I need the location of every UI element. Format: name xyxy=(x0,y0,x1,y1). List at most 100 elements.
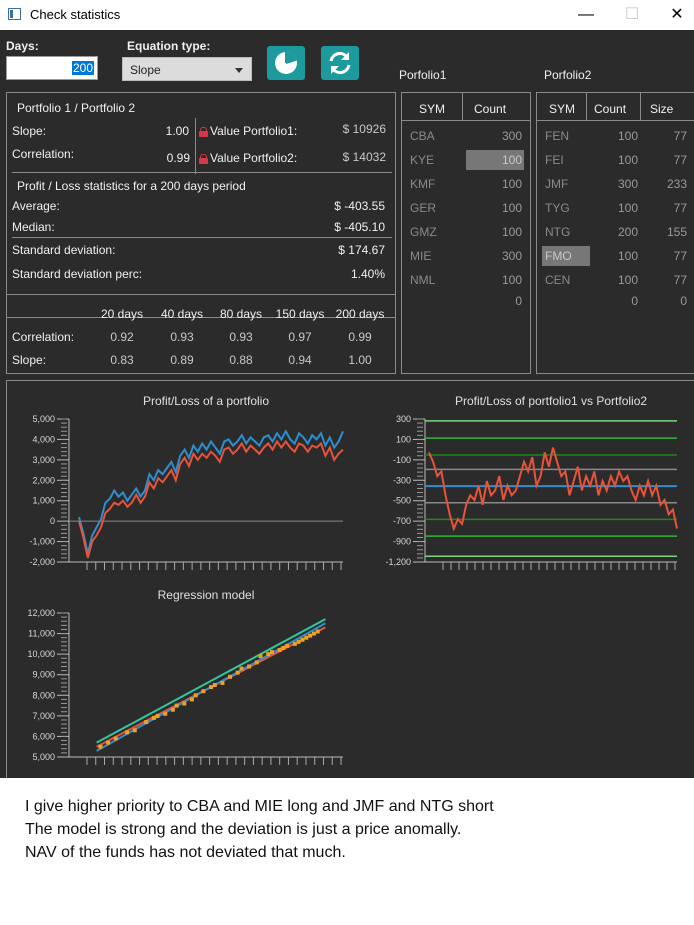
p2-row-sym[interactable]: FEI xyxy=(545,153,564,167)
period-slope: 0.88 xyxy=(229,353,253,367)
p2-header-sym[interactable]: SYM xyxy=(549,102,576,116)
scatter-point xyxy=(285,643,290,648)
scatter-point xyxy=(163,711,168,716)
p1-row-sym[interactable]: KYE xyxy=(410,153,435,167)
p1-row-sym[interactable]: GMZ xyxy=(410,225,437,239)
scatter-point xyxy=(315,629,320,634)
note-line: I give higher priority to CBA and MIE lo… xyxy=(25,798,494,815)
p2-row-sym[interactable]: NTG xyxy=(545,225,571,239)
p2-row-sym[interactable]: FEN xyxy=(545,129,569,143)
period-correlation: 0.97 xyxy=(288,330,312,344)
days-value: 200 xyxy=(71,61,94,75)
p2-row-count[interactable]: 100 xyxy=(617,249,638,263)
scatter-point xyxy=(189,697,194,702)
scatter-point xyxy=(144,720,149,725)
p1-row-count[interactable]: 100 xyxy=(501,273,522,287)
scatter-point xyxy=(170,707,175,712)
scatter-point xyxy=(258,654,263,659)
y-tick-label: 12,000 xyxy=(27,608,55,618)
scatter-point xyxy=(106,740,111,745)
y-tick-label: 5,000 xyxy=(32,414,55,424)
p2-row-sym[interactable]: JMF xyxy=(545,177,569,191)
slope-label: Slope: xyxy=(12,124,47,138)
series-line xyxy=(78,439,344,559)
p1-row-sym[interactable]: NML xyxy=(410,273,436,287)
p1-row-count[interactable]: 100 xyxy=(501,225,522,239)
p1-row-count[interactable]: 100 xyxy=(501,177,522,191)
p2-row-size[interactable]: 77 xyxy=(673,249,687,263)
scatter-point xyxy=(239,666,244,671)
scatter-point xyxy=(304,635,309,640)
scatter-point xyxy=(281,645,286,650)
scatter-point xyxy=(311,631,316,636)
p2-row-sym[interactable]: TYG xyxy=(545,201,570,215)
p2-total-size: 0 xyxy=(680,294,687,308)
app-icon xyxy=(8,8,21,20)
y-tick-label: 1,000 xyxy=(32,496,55,506)
stdp-label: Standard deviation perc: xyxy=(12,267,143,281)
period-correlation: 0.93 xyxy=(170,330,194,344)
p2-row-sym[interactable]: CEN xyxy=(545,273,571,287)
chart-title: Profit/Loss of a portfolio xyxy=(143,394,269,408)
p2-row-size[interactable]: 77 xyxy=(673,129,687,143)
p2-header-count[interactable]: Count xyxy=(594,102,627,116)
refresh-button[interactable] xyxy=(321,46,359,80)
correlation-label: Correlation: xyxy=(12,147,75,161)
pie-chart-button[interactable] xyxy=(267,46,305,80)
scatter-point xyxy=(113,736,118,741)
p2-row-count[interactable]: 200 xyxy=(617,225,638,239)
y-tick-label: 10,000 xyxy=(27,649,55,659)
summary-header: Portfolio 1 / Portfolio 2 xyxy=(17,101,136,115)
y-tick-label: 300 xyxy=(396,414,411,424)
period-header: 150 days xyxy=(275,307,325,321)
period-header: 200 days xyxy=(335,307,385,321)
p1-row-sym[interactable]: KMF xyxy=(410,177,436,191)
p2-row-size[interactable]: 77 xyxy=(673,153,687,167)
minimize-button[interactable]: — xyxy=(578,6,594,23)
p1-row-sym[interactable]: MIE xyxy=(410,249,432,263)
scatter-point xyxy=(182,701,187,706)
p2-row-count[interactable]: 100 xyxy=(617,273,638,287)
refresh-icon xyxy=(329,52,351,74)
p2-row-count[interactable]: 100 xyxy=(617,201,638,215)
std-value: $ 174.67 xyxy=(338,243,385,257)
p1-row-count[interactable]: 100 xyxy=(466,150,524,170)
charts-area: Profit/Loss of a portfolio 5,000 4,000 3,00… xyxy=(6,380,694,778)
p1-row-sym[interactable]: GER xyxy=(410,201,437,215)
p1-row-sym[interactable]: CBA xyxy=(410,129,435,143)
p2-row-count[interactable]: 100 xyxy=(617,129,638,143)
close-button[interactable]: ✕ xyxy=(670,6,684,23)
portfolio2-label: Porfolio2 xyxy=(544,68,592,82)
p2-row-size[interactable]: 233 xyxy=(666,177,687,191)
average-label: Average: xyxy=(12,199,60,213)
value-p2: $ 14032 xyxy=(342,150,386,164)
window-title: Check statistics xyxy=(30,7,121,22)
value-p1: $ 10926 xyxy=(342,122,386,136)
pl-header: Profit / Loss statistics for a 200 days … xyxy=(17,179,246,193)
scatter-point xyxy=(247,664,252,669)
maximize-button[interactable]: ☐ xyxy=(624,6,640,23)
period-slope: 0.94 xyxy=(288,353,312,367)
equation-type-select[interactable]: Slope xyxy=(122,57,252,81)
days-input[interactable]: 200 xyxy=(6,56,98,80)
p2-row-count[interactable]: 100 xyxy=(617,153,638,167)
p1-header-count[interactable]: Count xyxy=(474,102,507,116)
y-tick-label: 6,000 xyxy=(32,731,55,741)
p1-header-sym[interactable]: SYM xyxy=(419,102,446,116)
y-tick-label: 11,000 xyxy=(28,629,55,639)
p2-row-count[interactable]: 300 xyxy=(617,177,638,191)
y-tick-label: 5,000 xyxy=(32,752,55,762)
p2-header-size[interactable]: Size xyxy=(650,102,674,116)
p2-row-size[interactable]: 77 xyxy=(673,201,687,215)
scatter-point xyxy=(201,689,206,694)
period-correlation: 0.99 xyxy=(348,330,372,344)
p2-row-size[interactable]: 155 xyxy=(666,225,687,239)
p2-row-sym[interactable]: FMO xyxy=(542,246,590,266)
y-tick-label: -300 xyxy=(393,475,411,485)
regression-line xyxy=(96,618,326,744)
p2-row-size[interactable]: 77 xyxy=(673,273,687,287)
p1-row-count[interactable]: 100 xyxy=(501,201,522,215)
p1-row-count[interactable]: 300 xyxy=(501,129,522,143)
p1-row-count[interactable]: 300 xyxy=(501,249,522,263)
scatter-point xyxy=(193,693,198,698)
